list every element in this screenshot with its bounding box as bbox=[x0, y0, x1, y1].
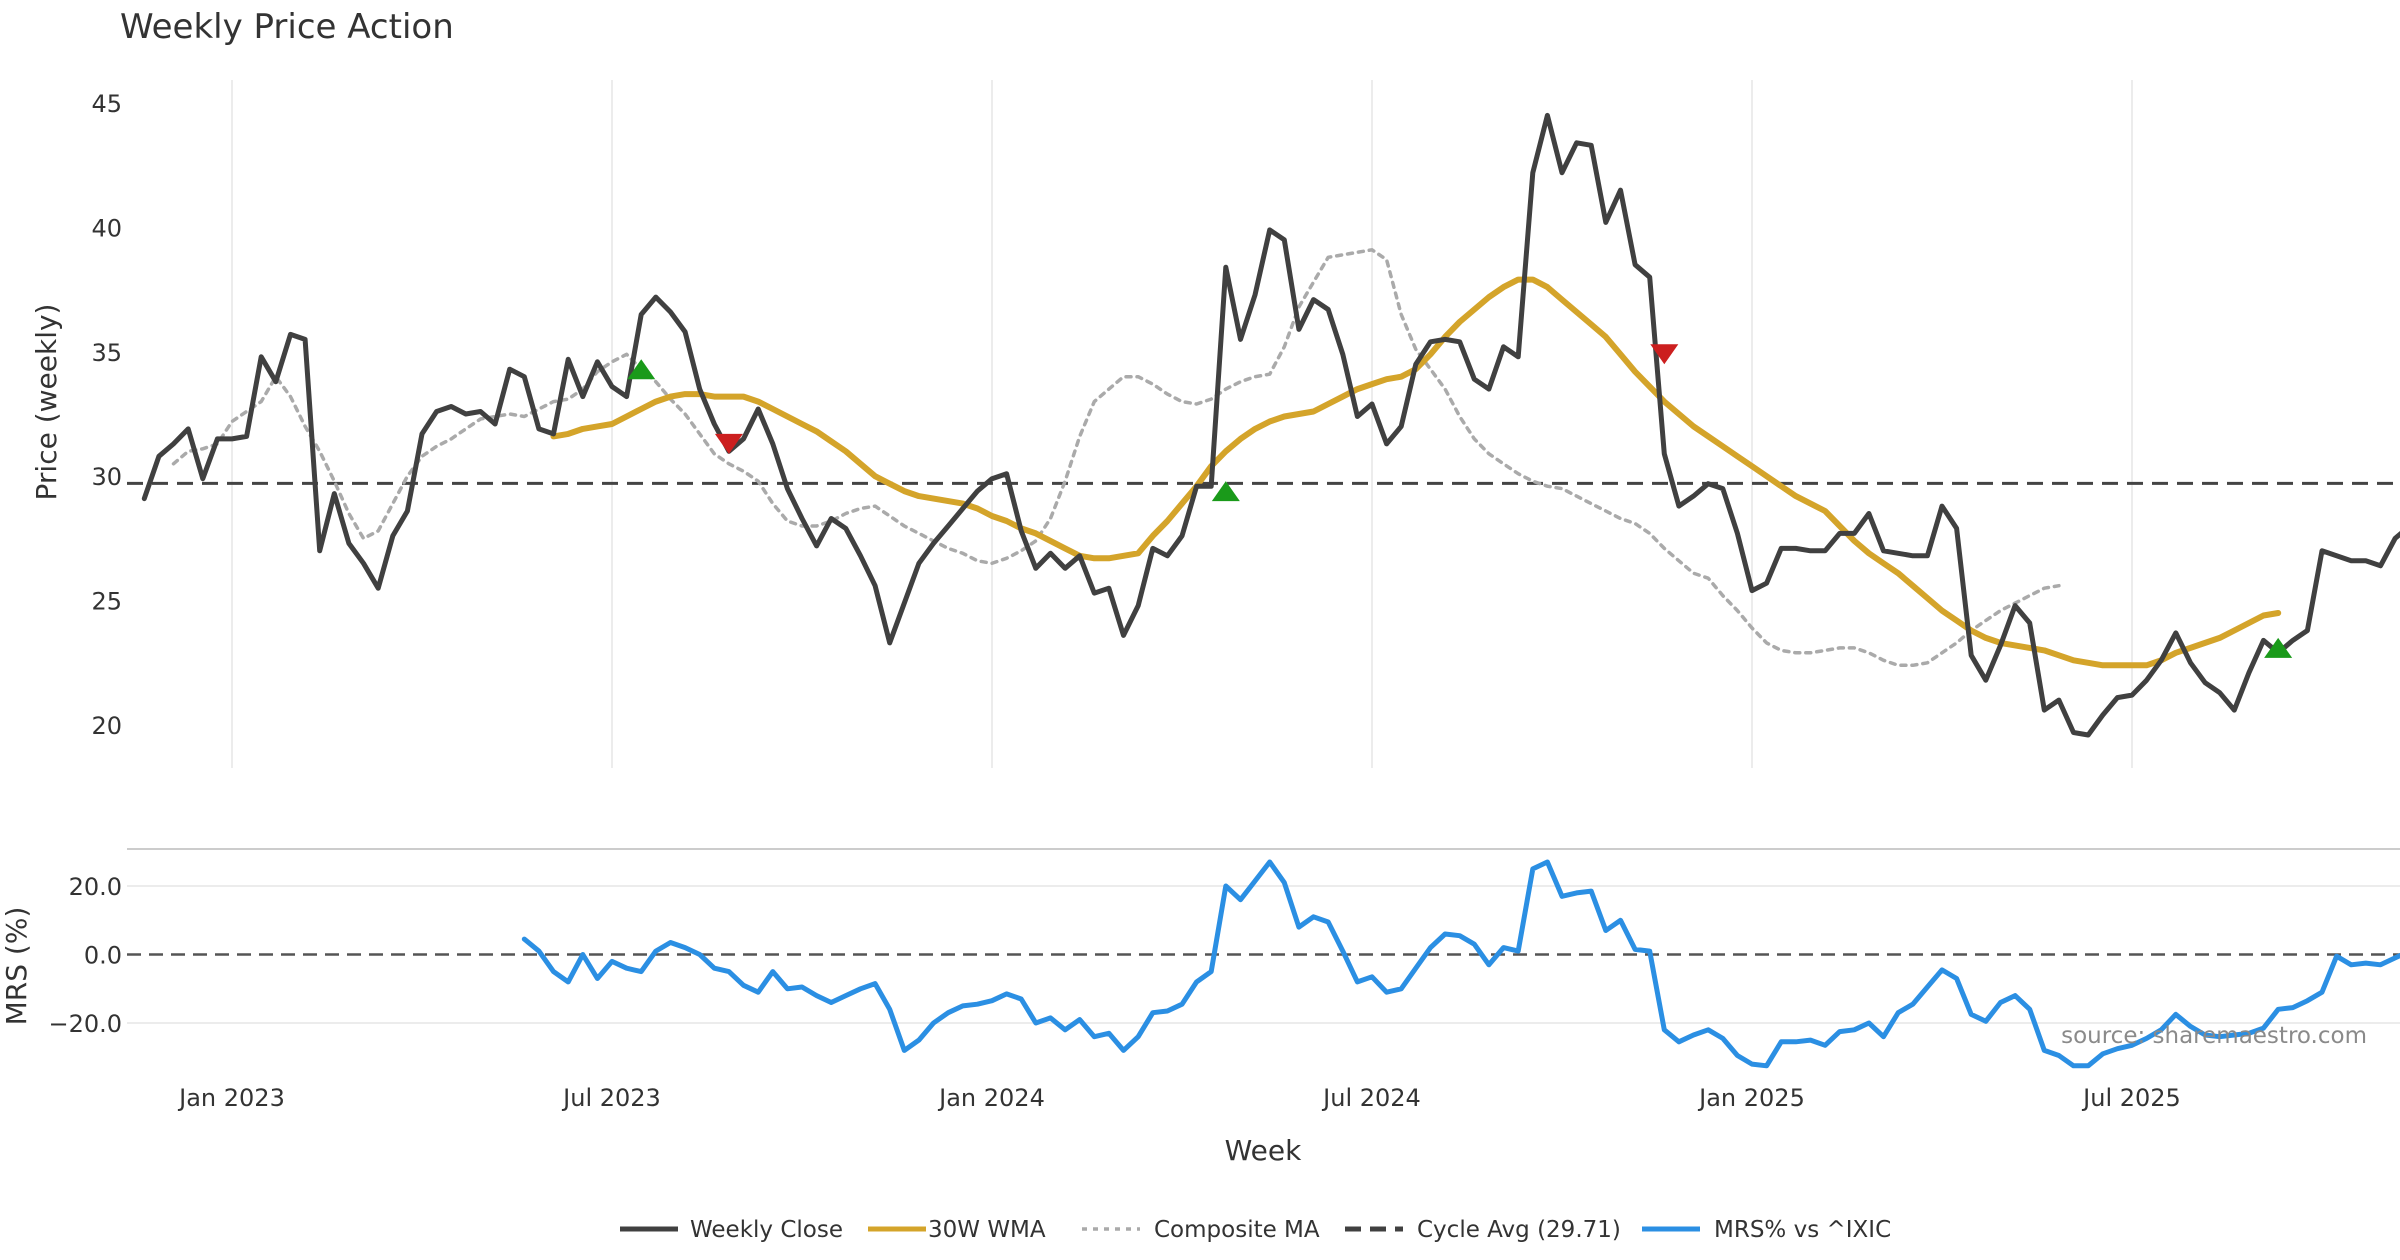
buy-signal-marker bbox=[2264, 637, 2293, 658]
legend-label: 30W WMA bbox=[928, 1217, 1046, 1243]
x-tick-label: Jul 2024 bbox=[1321, 1084, 1421, 1112]
x-tick-label: Jul 2025 bbox=[2081, 1084, 2181, 1112]
price-y-tick-label: 45 bbox=[91, 90, 122, 118]
legend: Weekly Close 30W WMA Composite MA Cycle Avg… bbox=[620, 1217, 1891, 1243]
price-series bbox=[141, 112, 2400, 738]
legend-label: Cycle Avg (29.71) bbox=[1417, 1217, 1621, 1243]
mrs-series bbox=[521, 859, 2400, 1069]
price-y-tick-label: 25 bbox=[91, 588, 122, 616]
mrs-y-axis-label: MRS (%) bbox=[0, 907, 33, 1026]
price-y-tick-label: 40 bbox=[91, 214, 122, 242]
x-axis-ticks: Jan 2023 Jul 2023 Jan 2024 Jul 2024 Jan 2025… bbox=[177, 1084, 2181, 1112]
signal-markers bbox=[627, 344, 2293, 658]
sell-signal-marker bbox=[1650, 344, 1679, 365]
source-credit: source: sharemaestro.com bbox=[2061, 1023, 2367, 1049]
x-tick-label: Jan 2024 bbox=[937, 1084, 1045, 1112]
legend-label: Composite MA bbox=[1154, 1217, 1320, 1243]
x-tick-label: Jul 2023 bbox=[561, 1084, 661, 1112]
mrs-y-tick-label: 20.0 bbox=[69, 873, 122, 901]
x-axis-label: Week bbox=[1225, 1134, 1302, 1167]
weekly-close-line bbox=[141, 112, 2400, 738]
chart-title: Weekly Price Action bbox=[120, 7, 454, 47]
legend-item: Weekly Close bbox=[620, 1217, 843, 1243]
price-y-ticks: 20 25 30 35 40 45 bbox=[91, 90, 122, 740]
buy-signal-marker bbox=[1211, 481, 1240, 502]
legend-item: 30W WMA bbox=[868, 1217, 1046, 1243]
x-tick-label: Jan 2023 bbox=[177, 1084, 285, 1112]
legend-item: MRS% vs ^IXIC bbox=[1642, 1217, 1891, 1243]
price-y-tick-label: 30 bbox=[91, 463, 122, 491]
price-y-axis-label: Price (weekly) bbox=[30, 304, 63, 501]
legend-label: MRS% vs ^IXIC bbox=[1714, 1217, 1891, 1243]
mrs-horizontal-grid bbox=[127, 885, 2400, 1024]
x-tick-label: Jan 2025 bbox=[1697, 1084, 1805, 1112]
legend-label: Weekly Close bbox=[690, 1217, 843, 1243]
legend-item: Cycle Avg (29.71) bbox=[1345, 1217, 1621, 1243]
sell-signal-marker bbox=[714, 433, 743, 454]
price-vertical-grid bbox=[231, 80, 2133, 768]
buy-signal-marker bbox=[627, 359, 656, 380]
mrs-y-tick-label: −20.0 bbox=[48, 1010, 122, 1038]
mrs-y-ticks: 20.0 0.0 −20.0 bbox=[48, 873, 122, 1038]
mrs-y-tick-label: 0.0 bbox=[84, 942, 122, 970]
price-y-tick-label: 35 bbox=[91, 339, 122, 367]
legend-item: Composite MA bbox=[1082, 1217, 1320, 1243]
composite-ma-line bbox=[171, 248, 2061, 668]
price-y-tick-label: 20 bbox=[91, 712, 122, 740]
mrs-line bbox=[521, 859, 2400, 1069]
